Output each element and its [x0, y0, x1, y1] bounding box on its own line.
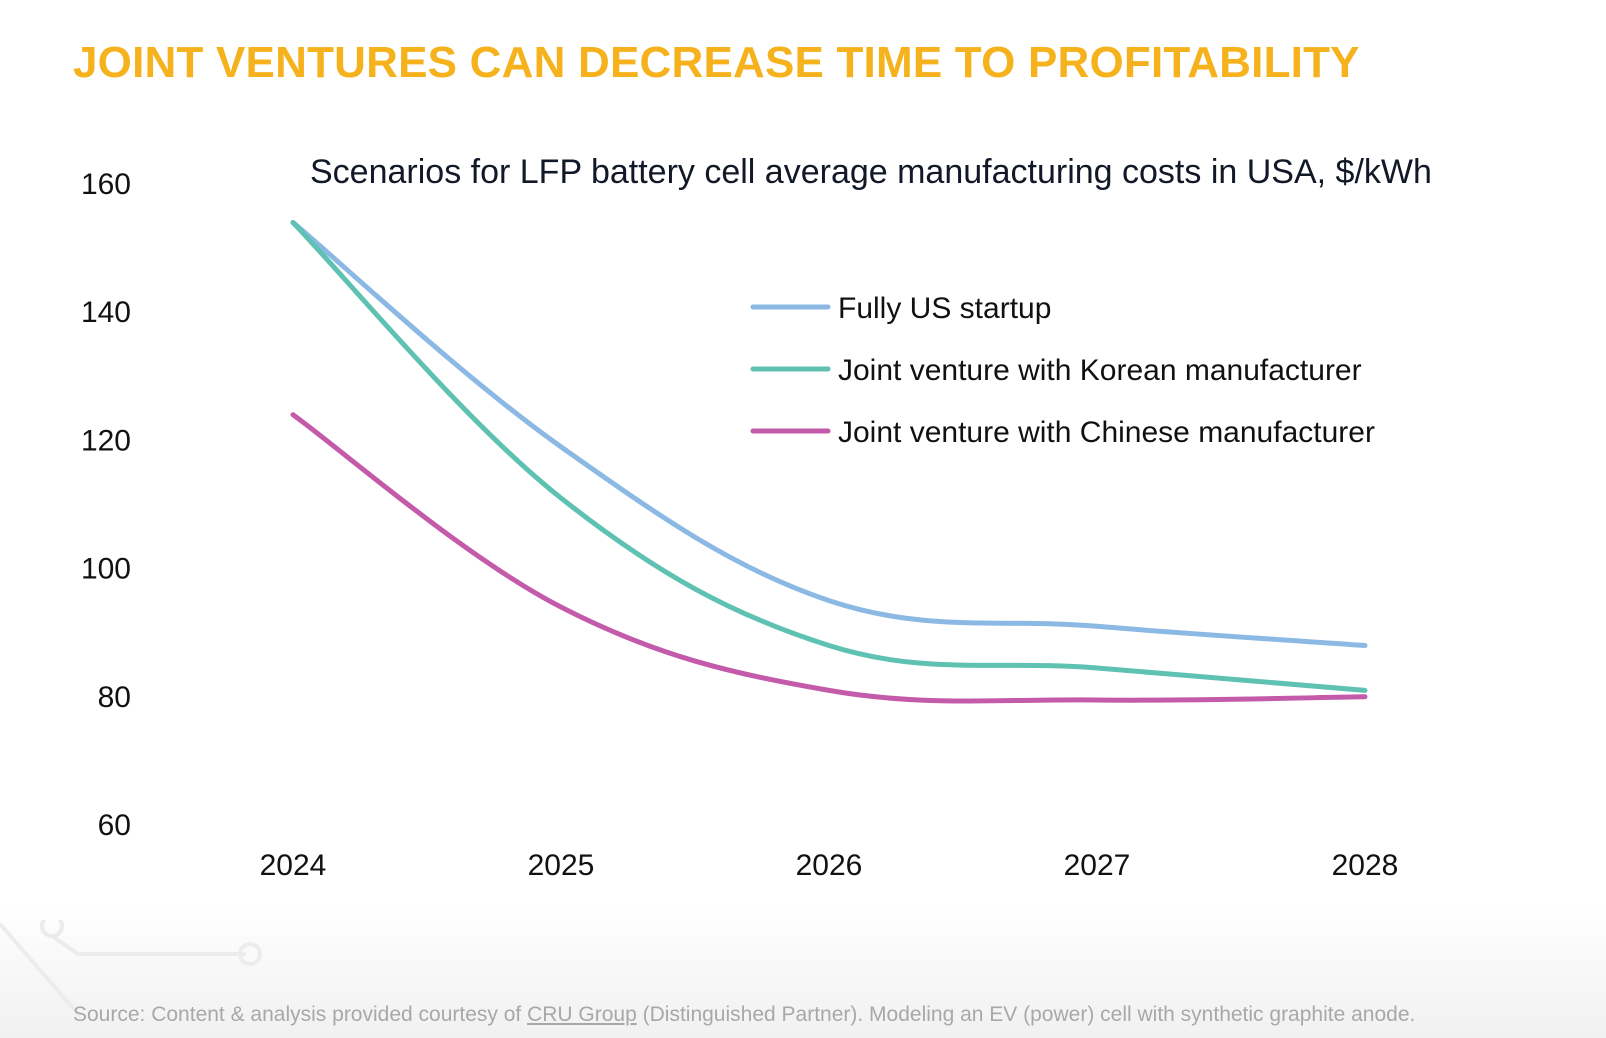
x-tick-label: 2025 [528, 849, 595, 882]
series-lines [290, 219, 1368, 704]
slide-title: JOINT VENTURES CAN DECREASE TIME TO PROF… [73, 38, 1360, 87]
y-axis-ticks: 160 140 120 100 80 60 [81, 168, 131, 842]
legend-label: Joint venture with Korean manufacturer [838, 354, 1362, 387]
y-tick-label: 100 [81, 553, 131, 586]
y-tick-label: 80 [98, 681, 131, 714]
chart-title: Scenarios for LFP battery cell average m… [310, 153, 1432, 191]
legend-item: Fully US startup [750, 292, 1051, 325]
series-line-1 [290, 219, 1368, 649]
x-tick-label: 2026 [796, 849, 863, 882]
series-line-2 [290, 219, 1368, 693]
y-tick-label: 60 [98, 809, 131, 842]
source-note: Source: Content & analysis provided cour… [73, 1003, 1415, 1027]
y-tick-label: 160 [81, 168, 131, 201]
legend-label: Joint venture with Chinese manufacturer [838, 416, 1375, 449]
series-line-3 [290, 412, 1368, 704]
legend-item: Joint venture with Korean manufacturer [750, 354, 1362, 387]
y-tick-label: 120 [81, 424, 131, 457]
x-tick-label: 2024 [260, 849, 327, 882]
source-suffix: (Distinguished Partner). Modeling an EV … [636, 1003, 1416, 1026]
legend-label: Fully US startup [838, 292, 1051, 325]
legend: Fully US startup Joint venture with Korea… [750, 292, 1375, 449]
line-chart: Scenarios for LFP battery cell average m… [81, 153, 1432, 882]
cru-group-link[interactable]: CRU Group [527, 1003, 637, 1026]
source-prefix: Source: Content & analysis provided cour… [73, 1003, 528, 1026]
bottom-fade [0, 900, 1606, 1038]
x-axis-ticks: 2024 2025 2026 2027 2028 [260, 849, 1399, 882]
legend-item: Joint venture with Chinese manufacturer [750, 416, 1375, 449]
y-tick-label: 140 [81, 296, 131, 329]
x-tick-label: 2028 [1332, 849, 1399, 882]
circuit-decor-icon [0, 920, 262, 1018]
x-tick-label: 2027 [1064, 849, 1131, 882]
